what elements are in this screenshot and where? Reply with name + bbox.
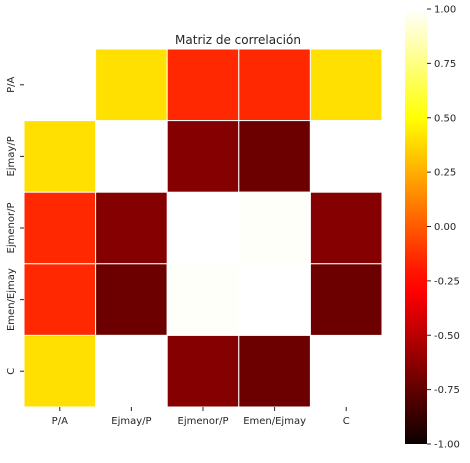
colorbar-tick-label: 0.25: [434, 168, 456, 179]
colorbar-tick-label: -0.50: [434, 331, 460, 342]
heatmap-cell: [166, 120, 240, 193]
colorbar-gradient: [405, 9, 427, 444]
heatmap-cell: [309, 120, 383, 193]
colorbar-tick-label: 1.00: [434, 5, 456, 16]
x-axis: P/A Ejmay/P Ejmenor/P Emen/Ejmay C: [52, 407, 350, 427]
heatmap-cell: [95, 263, 168, 336]
y-tick-label: P/A: [6, 77, 17, 93]
colorbar-tick-label: -1.00: [434, 440, 460, 451]
heatmap-cell: [95, 334, 168, 408]
heatmap-cell: [23, 120, 97, 193]
colorbar: 1.00 0.75 0.50 0.25 0.00 -0.25 -0.50 -0.75 -1.00: [405, 5, 460, 451]
x-tick-label: Ejmenor/P: [178, 416, 229, 427]
heatmap-cell: [238, 48, 311, 122]
x-tick-label: P/A: [52, 416, 68, 427]
colorbar-tick-label: 0.00: [434, 222, 456, 233]
heatmap-cell: [166, 334, 240, 408]
heatmap-cell: [23, 191, 97, 265]
heatmap-cell: [238, 191, 311, 265]
heatmap-cell: [238, 120, 311, 193]
x-tick-label: C: [343, 416, 350, 427]
heatmap-cell: [95, 48, 168, 122]
y-axis: P/A Ejmay/P Ejmenor/P Emen/Ejmay C: [6, 77, 24, 375]
heatmap-cell: [95, 191, 168, 265]
colorbar-tick-label: 0.75: [434, 59, 456, 70]
y-tick-label: C: [6, 368, 17, 375]
y-tick-label: Emen/Ejmay: [6, 268, 17, 331]
chart-title: Matriz de correlación: [175, 33, 301, 47]
heatmap-cell: [23, 263, 97, 336]
colorbar-tick-label: 0.50: [434, 113, 456, 124]
colorbar-ticks: 1.00 0.75 0.50 0.25 0.00 -0.25 -0.50 -0.75 -1.00: [427, 5, 460, 451]
heatmap-cell: [166, 263, 240, 336]
x-tick-label: Emen/Ejmay: [243, 416, 306, 427]
y-tick-label: Ejmenor/P: [6, 203, 17, 254]
heatmap-cell: [23, 334, 97, 408]
heatmap-cell: [309, 48, 383, 122]
heatmap-cells: [23, 48, 383, 408]
colorbar-tick-label: -0.75: [434, 385, 460, 396]
y-tick-label: Ejmay/P: [6, 136, 17, 176]
heatmap-cell: [238, 334, 311, 408]
colorbar-tick-label: -0.25: [434, 276, 460, 287]
heatmap-cell: [309, 263, 383, 336]
heatmap-cell: [309, 191, 383, 265]
heatmap-cell: [166, 48, 240, 122]
x-tick-label: Ejmay/P: [111, 416, 151, 427]
